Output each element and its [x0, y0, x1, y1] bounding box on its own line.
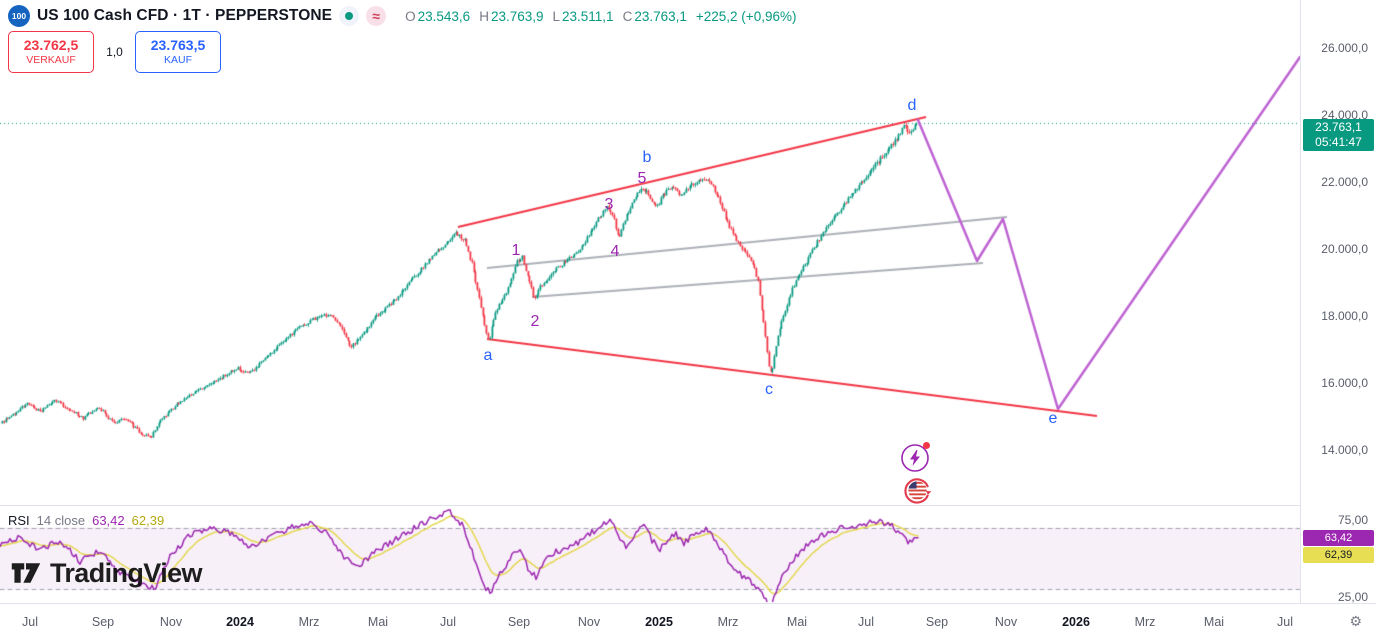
- price-axis-label: 18.000,0: [1321, 309, 1368, 323]
- time-axis-label: Mai: [367, 615, 389, 629]
- rsi-value-ma: 62,39: [131, 513, 165, 528]
- sell-button[interactable]: 23.762,5 VERKAUF: [8, 31, 94, 73]
- elliott-wave-letter[interactable]: e: [1048, 410, 1058, 427]
- rsi-value-main: 63,42: [92, 513, 125, 528]
- price-axis-label: 26.000,0: [1321, 41, 1368, 55]
- market-status-icon[interactable]: [339, 6, 360, 26]
- elliott-wave-number[interactable]: 5: [637, 170, 647, 187]
- time-axis-label: 2025: [645, 615, 673, 629]
- elliott-wave-number[interactable]: 1: [511, 242, 521, 259]
- open-value: 23.543,6: [417, 8, 471, 24]
- rsi-main-tag: 63,42: [1303, 530, 1374, 546]
- time-axis-label: Sep: [507, 615, 531, 629]
- notification-dot-icon: [923, 442, 930, 449]
- sell-label: VERKAUF: [26, 54, 76, 67]
- time-axis-label: 2026: [1062, 615, 1090, 629]
- time-axis[interactable]: ⚙ Jul Sep Nov 2024 Mrz Mai Jul Sep Nov 2025 Mrz Mai…: [0, 604, 1376, 636]
- spread-value: 1,0: [106, 45, 123, 59]
- high-label: H: [479, 8, 489, 24]
- price-axis-label: 14.000,0: [1321, 443, 1368, 457]
- time-axis-divider: [0, 603, 1376, 604]
- open-label: O: [405, 8, 416, 24]
- approx-data-icon[interactable]: ≈: [366, 6, 387, 26]
- last-price-value: 23.763,1: [1315, 120, 1362, 134]
- time-axis-label: Jul: [22, 615, 38, 629]
- price-axis-divider: [1300, 0, 1301, 636]
- ohlc-values: O 23.543,6 H 23.763,9 L 23.511,1 C 23.763,1 …: [405, 9, 796, 24]
- symbol-logo[interactable]: 100: [8, 5, 30, 27]
- close-label: C: [622, 8, 633, 24]
- price-axis-label: 24.000,0: [1321, 108, 1368, 122]
- elliott-wave-letter[interactable]: c: [765, 381, 773, 398]
- alert-lightning-icon[interactable]: [900, 442, 930, 473]
- time-axis-label: Sep: [925, 615, 949, 629]
- buy-button[interactable]: 23.763,5 KAUF: [135, 31, 221, 73]
- time-axis-label: Mai: [786, 615, 808, 629]
- time-axis-label: 2024: [226, 615, 254, 629]
- rsi-title: RSI: [8, 513, 30, 528]
- close-value: 23.763,1: [634, 8, 687, 24]
- time-axis-label: Nov: [159, 615, 183, 629]
- rsi-params: 14 close: [36, 513, 86, 528]
- time-axis-label: Jul: [440, 615, 456, 629]
- pane-divider[interactable]: [0, 505, 1376, 506]
- price-axis-label: 75,00: [1337, 513, 1368, 527]
- last-price-tag: 23.763,1 05:41:47: [1303, 119, 1374, 151]
- time-axis-label: Mai: [1203, 615, 1225, 629]
- rsi-ma-tag: 62,39: [1303, 547, 1374, 563]
- elliott-wave-number[interactable]: 4: [610, 243, 620, 260]
- low-value: 23.511,1: [562, 8, 614, 24]
- elliott-wave-letter[interactable]: a: [483, 347, 493, 364]
- buy-price: 23.763,5: [150, 36, 206, 53]
- realtime-dot-icon: [345, 12, 354, 20]
- time-axis-label: Mrz: [1134, 615, 1156, 629]
- order-panel: 23.762,5 VERKAUF 1,0 23.763,5 KAUF: [8, 31, 221, 73]
- buy-label: KAUF: [163, 54, 192, 67]
- price-axis-label: 16.000,0: [1321, 376, 1368, 390]
- symbol-legend: 100 US 100 Cash CFD · 1T · PEPPERSTONE ≈…: [8, 5, 796, 27]
- time-axis-label: Nov: [994, 615, 1018, 629]
- elliott-wave-letter[interactable]: b: [642, 149, 652, 166]
- drawing-annotations: 1 2 3 4 5 a b c d e: [483, 97, 1058, 427]
- time-axis-label: Jul: [1277, 615, 1293, 629]
- us-economic-event-icon[interactable]: [904, 477, 932, 504]
- time-axis-label: Jul: [858, 615, 874, 629]
- elliott-wave-letter[interactable]: d: [907, 97, 917, 114]
- tradingview-logo-icon: [11, 563, 41, 583]
- tradingview-watermark: TradingView: [10, 557, 203, 589]
- time-axis-label: Mrz: [298, 615, 320, 629]
- time-axis-label: Nov: [577, 615, 601, 629]
- timezone-settings-icon[interactable]: ⚙: [1349, 613, 1362, 629]
- change-value: +225,2 (+0,96%): [695, 8, 797, 24]
- symbol-title[interactable]: US 100 Cash CFD · 1T · PEPPERSTONE: [37, 7, 333, 24]
- time-axis-label: Sep: [91, 615, 115, 629]
- watermark-text: TradingView: [50, 557, 203, 588]
- high-value: 23.763,9: [490, 8, 544, 24]
- price-axis-label: 22.000,0: [1321, 175, 1368, 189]
- bar-countdown: 05:41:47: [1315, 135, 1362, 149]
- price-axis-label: 25,00: [1337, 590, 1368, 604]
- price-axis-label: 20.000,0: [1321, 242, 1368, 256]
- price-axis[interactable]: 23.763,1 05:41:47 63,42 62,39 26.000,0 24…: [1301, 0, 1376, 604]
- elliott-wave-number[interactable]: 3: [604, 196, 614, 213]
- elliott-wave-number[interactable]: 2: [530, 313, 540, 330]
- time-axis-label: Mrz: [717, 615, 739, 629]
- low-label: L: [552, 8, 561, 24]
- rsi-indicator-legend[interactable]: RSI 14 close 63,42 62,39: [8, 513, 164, 528]
- sell-price: 23.762,5: [23, 36, 79, 53]
